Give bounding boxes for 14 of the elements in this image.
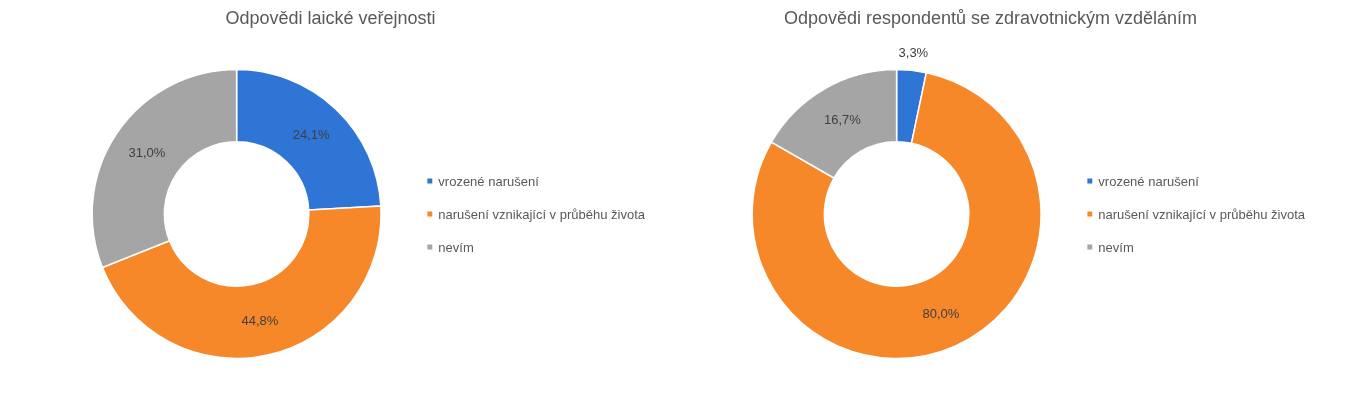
data-label: 24,1% [292,127,330,143]
data-label: 80,0% [922,305,960,321]
data-label: 44,8% [241,312,279,328]
data-label: 3,3% [898,44,929,60]
chart-title: Odpovědi laické veřejnosti [225,7,436,28]
legend-label: nevím [1098,239,1134,254]
legend-label: nevím [438,239,474,254]
legend-label: vrozené narušení [1098,173,1199,188]
chart-title: Odpovědi respondentů se zdravotnickým vzděláním [783,7,1198,28]
legend-label: vrozené narušení [438,173,539,188]
data-label: 16,7% [823,112,862,128]
legend-label: narušení vznikající v průběhu života [438,206,645,221]
data-label: 31,0% [128,145,166,161]
legend-label: narušení vznikající v průběhu života [1098,206,1305,221]
